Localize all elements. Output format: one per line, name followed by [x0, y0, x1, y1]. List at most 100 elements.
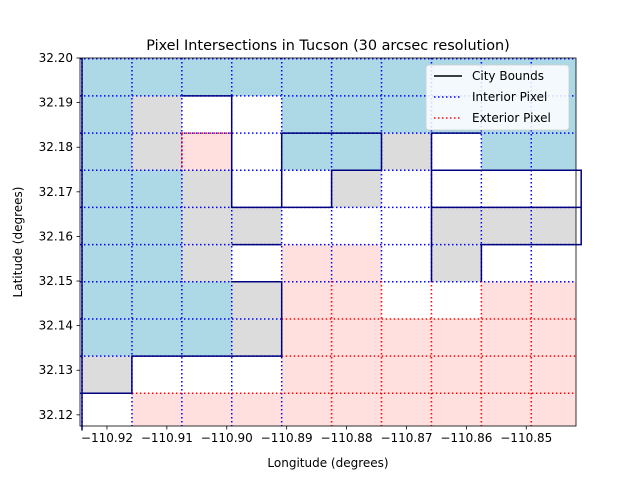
pixel-cell-interior: [381, 58, 432, 96]
pixel-cell-interior: [81, 318, 132, 357]
pixel-cell-exterior: [381, 393, 432, 426]
pixel-cell-unclassified: [531, 244, 576, 282]
pixel-cell-interior: [331, 58, 382, 96]
pixel-cell-intersecting: [431, 244, 482, 282]
pixel-cell-interior: [81, 281, 132, 319]
pixel-cell-exterior: [281, 281, 332, 319]
pixel-cell-unclassified: [231, 95, 282, 134]
pixel-cell-exterior: [481, 281, 532, 319]
pixel-cell-interior: [131, 281, 182, 319]
y-axis-label: Latitude (degrees): [11, 187, 25, 298]
pixel-cell-intersecting: [231, 281, 282, 319]
chart-title: Pixel Intersections in Tucson (30 arcsec…: [146, 38, 510, 54]
pixel-cell-interior: [381, 95, 432, 134]
pixel-cell-interior: [131, 170, 182, 208]
y-tick-label: 32.17: [39, 185, 73, 199]
pixel-cell-unclassified: [431, 170, 482, 208]
pixel-cell-exterior: [481, 356, 532, 394]
x-tick-label: −110.91: [141, 431, 193, 445]
legend-label-city-bounds: City Bounds: [472, 69, 544, 83]
pixel-cell-unclassified: [131, 356, 182, 394]
city-bounds-line: [430, 132, 482, 170]
pixel-cell-interior: [81, 244, 132, 282]
pixel-cell-interior: [181, 318, 232, 357]
pixel-cell-exterior: [531, 281, 576, 319]
x-tick-label: −110.85: [500, 431, 552, 445]
y-tick-label: 32.19: [39, 96, 73, 110]
pixel-cell-unclassified: [281, 170, 332, 208]
pixel-cell-interior: [481, 133, 532, 171]
x-tick-label: −110.86: [440, 431, 492, 445]
pixel-cell-interior: [181, 281, 232, 319]
legend-frame: [425, 64, 570, 131]
pixel-cell-unclassified: [231, 244, 282, 282]
pixel-cell-unclassified: [431, 281, 482, 319]
pixel-cell-intersecting: [181, 207, 232, 245]
pixel-cell-exterior: [531, 356, 576, 394]
pixel-cell-exterior: [381, 318, 432, 357]
pixel-cell-interior: [81, 95, 132, 134]
pixel-cell-intersecting: [181, 244, 232, 282]
pixel-cell-unclassified: [531, 170, 576, 208]
pixel-cell-interior: [81, 133, 132, 171]
pixel-cell-interior: [331, 133, 382, 171]
pixel-cell-interior: [131, 318, 182, 357]
y-tick-label: 32.18: [39, 140, 73, 154]
pixel-cell-intersecting: [531, 207, 576, 245]
pixel-cell-intersecting: [81, 356, 132, 394]
pixel-cell-interior: [131, 244, 182, 282]
pixel-cell-exterior: [131, 393, 182, 426]
y-tick-label: 32.12: [39, 408, 73, 422]
pixel-cell-intersecting: [231, 318, 282, 357]
pixel-cell-unclassified: [481, 244, 532, 282]
pixel-cell-exterior: [331, 356, 382, 394]
pixel-cell-exterior: [431, 318, 482, 357]
pixel-cell-exterior: [281, 356, 332, 394]
y-tick-label: 32.14: [39, 319, 73, 333]
pixel-cell-exterior: [481, 318, 532, 357]
pixel-cell-exterior: [481, 393, 532, 426]
pixel-cell-interior: [231, 58, 282, 96]
y-tick-label: 32.20: [39, 51, 73, 65]
pixel-cell-exterior: [331, 393, 382, 426]
pixel-cell-intersecting: [131, 133, 182, 171]
x-tick-label: −110.87: [380, 431, 432, 445]
pixel-cell-unclassified: [381, 207, 432, 245]
pixel-cell-exterior: [181, 133, 232, 171]
city-bounds-line: [280, 132, 383, 209]
pixel-cell-exterior: [531, 318, 576, 357]
x-axis-ticks: −110.92 −110.91 −110.90 −110.89 −110.88 −110.…: [81, 426, 552, 445]
pixel-cell-exterior: [231, 393, 282, 426]
pixel-cell-unclassified: [281, 207, 332, 245]
pixel-cell-exterior: [181, 393, 232, 426]
pixel-cell-interior: [131, 58, 182, 96]
pixel-cell-interior: [81, 58, 132, 96]
pixel-cell-unclassified: [231, 356, 282, 394]
pixel-cell-exterior: [281, 318, 332, 357]
y-tick-label: 32.16: [39, 229, 73, 243]
pixel-cell-intersecting: [181, 170, 232, 208]
pixel-cell-intersecting: [381, 133, 432, 171]
pixel-cell-intersecting: [231, 207, 282, 245]
x-tick-label: −110.88: [321, 431, 373, 445]
pixel-cell-interior: [331, 95, 382, 134]
pixel-cell-unclassified: [381, 281, 432, 319]
pixel-cell-exterior: [531, 393, 576, 426]
x-axis-label: Longitude (degrees): [267, 456, 388, 470]
x-tick-label: −110.92: [81, 431, 133, 445]
city-bounds-lines: [81, 58, 582, 431]
legend: City Bounds Interior Pixel Exterior Pixe…: [425, 64, 570, 131]
pixel-cell-intersecting: [481, 207, 532, 245]
pixel-cell-unclassified: [381, 170, 432, 208]
pixel-cell-exterior: [431, 356, 482, 394]
pixel-cell-interior: [281, 58, 332, 96]
pixel-cell-exterior: [331, 244, 382, 282]
pixel-cell-unclassified: [381, 244, 432, 282]
pixel-cell-unclassified: [231, 170, 282, 208]
y-tick-label: 32.13: [39, 363, 73, 377]
pixel-cell-interior: [531, 133, 576, 171]
pixel-cell-exterior: [331, 281, 382, 319]
pixel-cell-unclassified: [231, 133, 282, 171]
y-tick-label: 32.15: [39, 274, 73, 288]
pixel-cell-interior: [131, 207, 182, 245]
